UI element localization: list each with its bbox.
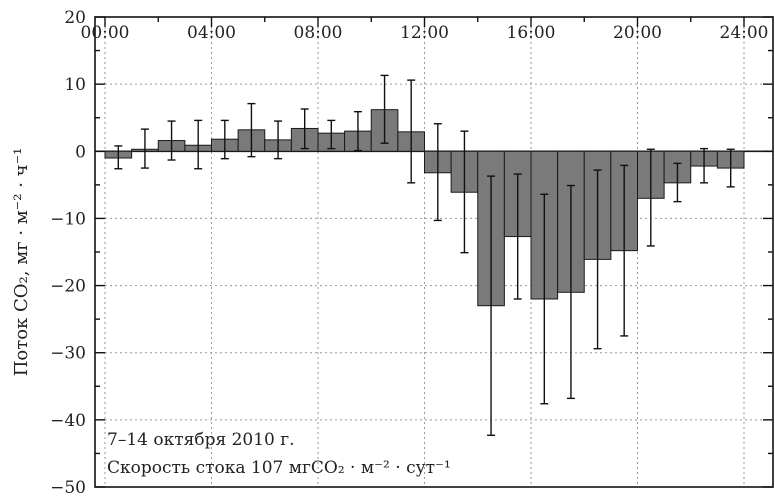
x-tick-label: 16:00 <box>507 23 556 43</box>
period-annotation: 7–14 октября 2010 г. <box>107 430 295 450</box>
x-tick-label: 08:00 <box>294 23 343 43</box>
y-tick-label: 20 <box>64 8 86 28</box>
grid-lines <box>95 16 773 488</box>
y-tick-label: −20 <box>50 277 86 297</box>
x-tick-label: 20:00 <box>613 23 662 43</box>
x-tick-label: 24:00 <box>720 23 769 43</box>
y-tick-label: −10 <box>50 209 86 229</box>
x-tick-label: 12:00 <box>400 23 449 43</box>
y-tick-label: 10 <box>64 75 86 95</box>
axis-ticks <box>95 16 773 488</box>
x-tick-label: 00:00 <box>81 23 130 43</box>
y-tick-label: −30 <box>50 344 86 364</box>
error-bars-group <box>114 74 735 436</box>
x-tick-labels: 00:00 04:00 08:00 12:00 16:00 20:00 24:0… <box>81 23 769 43</box>
y-tick-labels: 20 10 0 −10 −20 −30 −40 −50 <box>50 8 86 498</box>
y-tick-label: 0 <box>75 142 86 162</box>
x-tick-label: 04:00 <box>187 23 236 43</box>
y-axis-label: Поток CO₂, мг · м⁻² · ч⁻¹ <box>11 148 32 377</box>
sink-rate-annotation: Скорость стока 107 мгCO₂ · м⁻² · сут⁻¹ <box>107 458 451 478</box>
plot-frame <box>94 16 774 488</box>
y-tick-label: −40 <box>50 411 86 431</box>
y-tick-label: −50 <box>50 478 86 498</box>
